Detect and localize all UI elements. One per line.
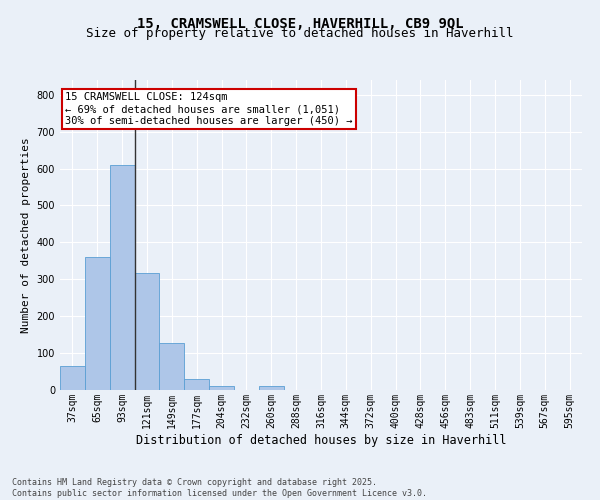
Bar xyxy=(85,257,110,390)
Text: Size of property relative to detached houses in Haverhill: Size of property relative to detached ho… xyxy=(86,28,514,40)
X-axis label: Distribution of detached houses by size in Haverhill: Distribution of detached houses by size … xyxy=(136,434,506,446)
Y-axis label: Number of detached properties: Number of detached properties xyxy=(21,137,31,333)
Bar xyxy=(60,366,85,390)
Bar xyxy=(160,343,184,390)
Text: 15 CRAMSWELL CLOSE: 124sqm
← 69% of detached houses are smaller (1,051)
30% of s: 15 CRAMSWELL CLOSE: 124sqm ← 69% of deta… xyxy=(65,92,353,126)
Text: 15, CRAMSWELL CLOSE, HAVERHILL, CB9 9QL: 15, CRAMSWELL CLOSE, HAVERHILL, CB9 9QL xyxy=(137,18,463,32)
Bar xyxy=(134,272,160,390)
Bar xyxy=(184,379,209,390)
Bar xyxy=(259,386,284,390)
Text: Contains HM Land Registry data © Crown copyright and database right 2025.
Contai: Contains HM Land Registry data © Crown c… xyxy=(12,478,427,498)
Bar xyxy=(110,165,134,390)
Bar xyxy=(209,386,234,390)
